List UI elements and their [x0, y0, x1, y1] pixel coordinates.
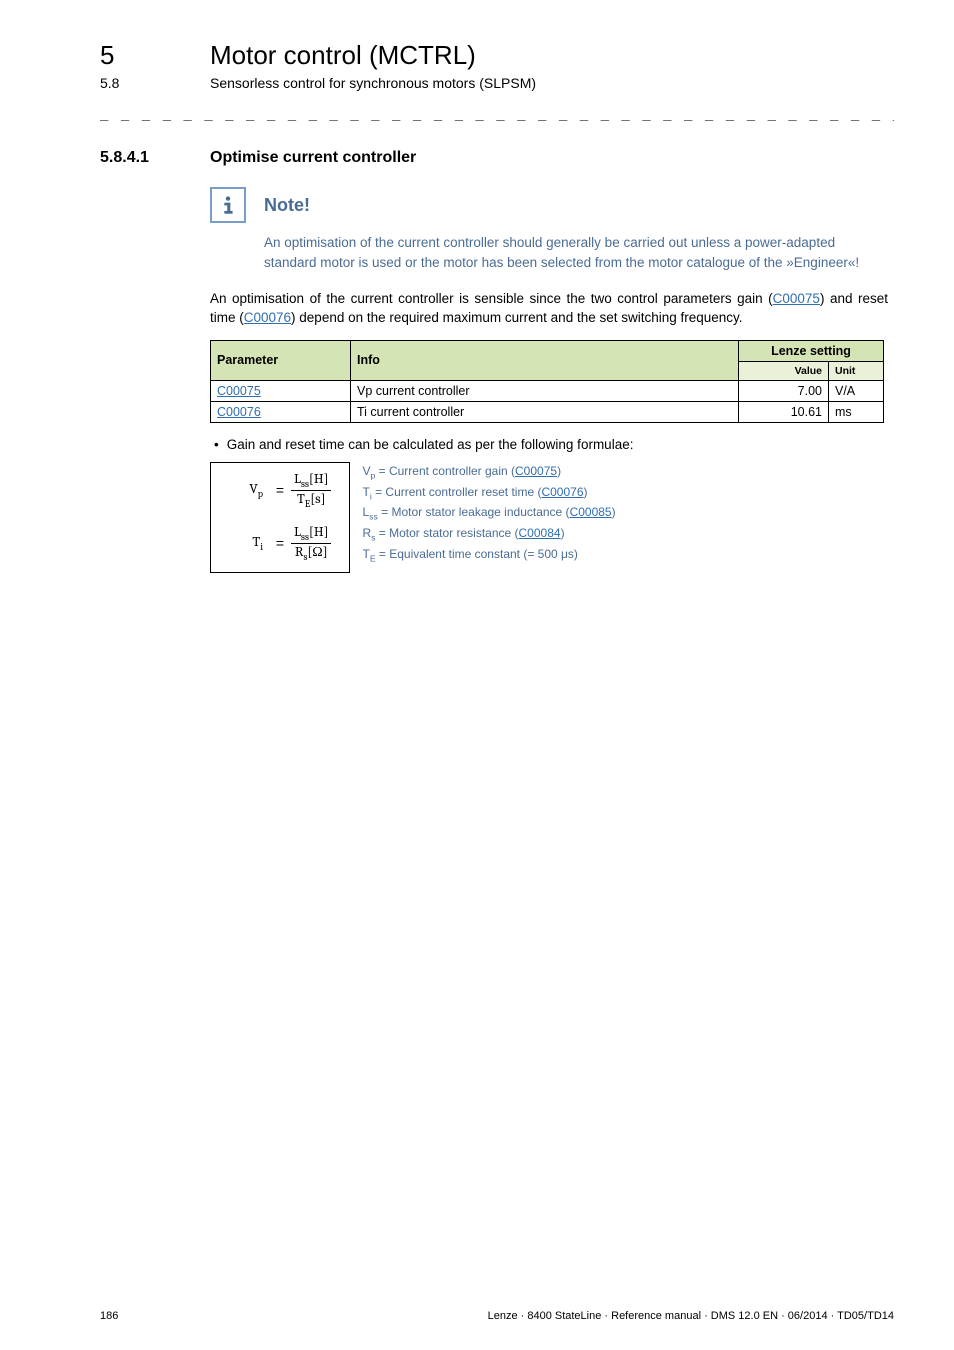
info-icon	[210, 187, 246, 223]
table-cell: ms	[829, 401, 884, 422]
chapter-number: 5	[100, 40, 210, 71]
page-number: 186	[100, 1310, 118, 1322]
para-text: An optimisation of the current controlle…	[210, 291, 773, 306]
divider-dashes: _ _ _ _ _ _ _ _ _ _ _ _ _ _ _ _ _ _ _ _ …	[100, 105, 894, 121]
table-header: Lenze setting	[739, 340, 884, 361]
note-header: Note!	[210, 187, 894, 223]
formula-legend: Vp = Current controller gain (C00075) Ti…	[362, 462, 615, 566]
footer-reference: Lenze · 8400 StateLine · Reference manua…	[488, 1310, 894, 1322]
table-cell: V/A	[829, 380, 884, 401]
chapter-title: Motor control (MCTRL)	[210, 40, 476, 71]
subchapter-number: 5.8	[100, 75, 210, 91]
section-heading: 5.8.4.1 Optimise current controller	[100, 149, 894, 167]
table-cell: 10.61	[739, 401, 829, 422]
table-cell: 7.00	[739, 380, 829, 401]
param-link[interactable]: C00084	[519, 526, 561, 540]
table-cell: Ti current controller	[351, 401, 739, 422]
table-header: Info	[351, 340, 739, 380]
param-link[interactable]: C00075	[773, 291, 820, 306]
param-link[interactable]: C00076	[244, 310, 291, 325]
note-label: Note!	[264, 187, 310, 223]
param-link[interactable]: C00075	[217, 384, 261, 398]
formula-row: Vp = Lss[H] TE[s] Ti = Lss[H] Rs[Ω] Vp =…	[210, 462, 894, 574]
parameter-table: Parameter Info Lenze setting Value Unit …	[210, 340, 884, 423]
chapter-heading: 5 Motor control (MCTRL)	[100, 40, 894, 71]
note-body: An optimisation of the current controlle…	[264, 233, 894, 272]
table-header: Parameter	[211, 340, 351, 380]
section-number: 5.8.4.1	[100, 149, 210, 167]
param-link[interactable]: C00085	[570, 505, 612, 519]
page-footer: 186 Lenze · 8400 StateLine · Reference m…	[100, 1310, 894, 1322]
bullet-text: Gain and reset time can be calculated as…	[230, 437, 894, 452]
subchapter-title: Sensorless control for synchronous motor…	[210, 75, 536, 91]
table-row: C00075 Vp current controller 7.00 V/A	[211, 380, 884, 401]
equation: Vp = Lss[H] TE[s]	[229, 471, 331, 510]
intro-paragraph: An optimisation of the current controlle…	[210, 290, 894, 328]
section-title: Optimise current controller	[210, 149, 416, 167]
param-link[interactable]: C00075	[515, 464, 557, 478]
table-cell: Vp current controller	[351, 380, 739, 401]
table-row: C00076 Ti current controller 10.61 ms	[211, 401, 884, 422]
para-text: ) depend on the required maximum current…	[291, 310, 743, 325]
subchapter-heading: 5.8 Sensorless control for synchronous m…	[100, 75, 894, 91]
table-subheader: Unit	[829, 361, 884, 380]
equation: Ti = Lss[H] Rs[Ω]	[229, 524, 331, 563]
table-subheader: Value	[739, 361, 829, 380]
formula-box: Vp = Lss[H] TE[s] Ti = Lss[H] Rs[Ω]	[210, 462, 350, 574]
param-link[interactable]: C00076	[217, 405, 261, 419]
param-link[interactable]: C00076	[541, 485, 583, 499]
